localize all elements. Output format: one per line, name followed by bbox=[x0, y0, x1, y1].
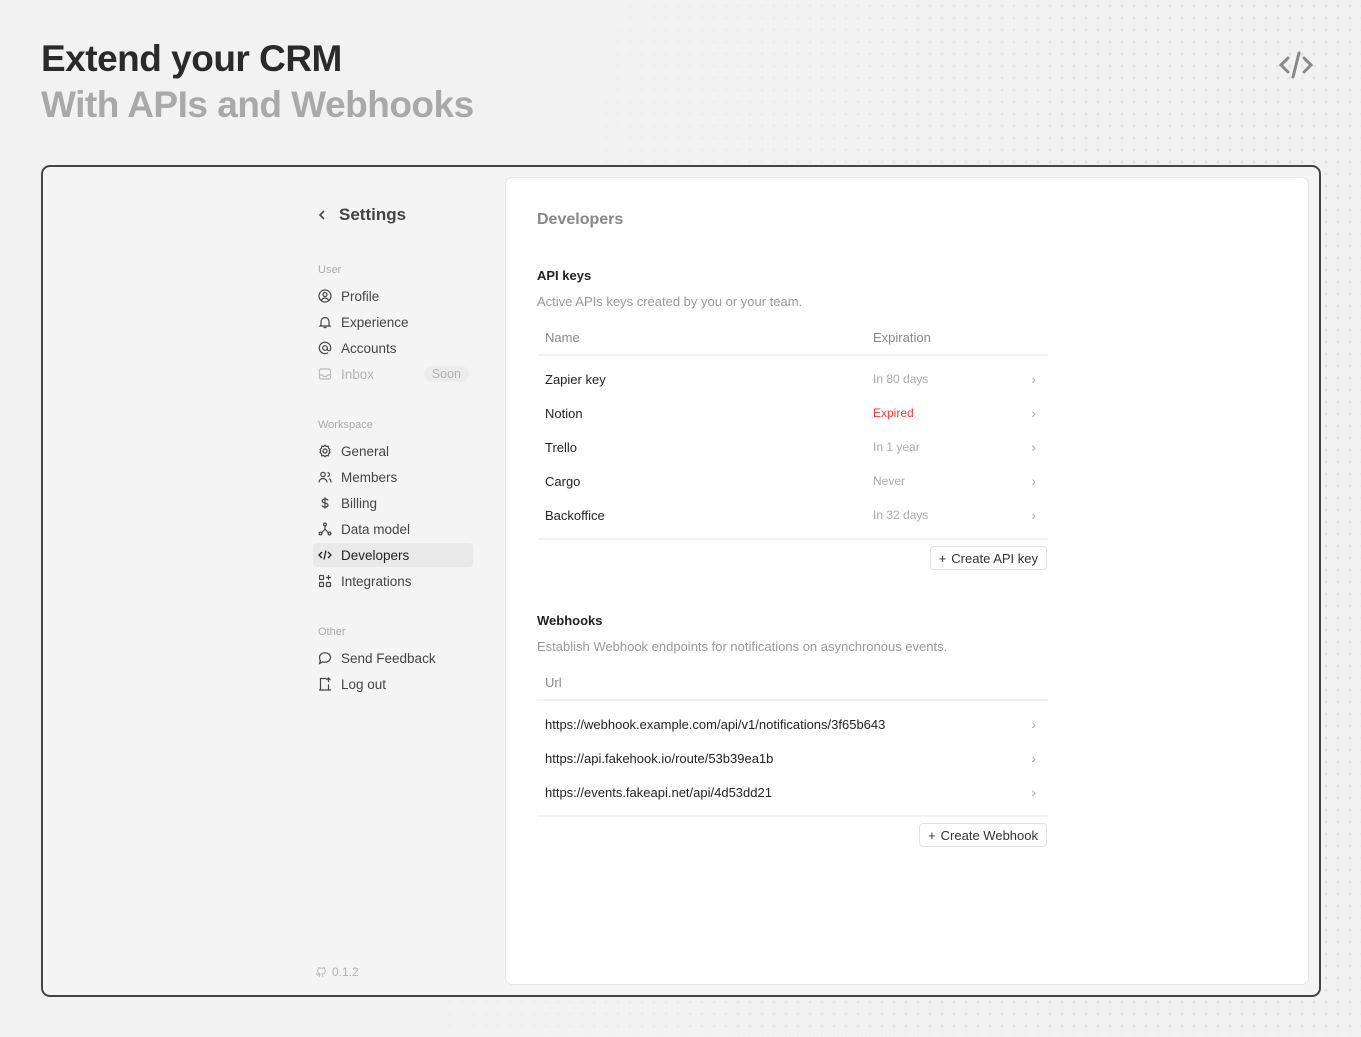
chevron-left-icon bbox=[318, 210, 325, 220]
sidebar-item-inbox: Inbox Soon bbox=[313, 362, 473, 386]
dollar-icon bbox=[321, 497, 329, 509]
github-icon bbox=[315, 967, 326, 978]
sidebar-item-general[interactable]: General bbox=[313, 439, 473, 463]
sidebar-item-label: Send Feedback bbox=[341, 650, 436, 666]
api-key-expiration: Never bbox=[873, 474, 906, 488]
webhook-url: https://webhook.example.com/api/v1/notif… bbox=[545, 716, 886, 732]
hierarchy-icon bbox=[318, 522, 332, 536]
column-header-url: Url bbox=[545, 674, 562, 690]
gear-icon bbox=[319, 444, 331, 458]
chevron-right-icon: › bbox=[1031, 716, 1036, 732]
section-label-user: User bbox=[318, 264, 342, 276]
chevron-right-icon: › bbox=[1031, 750, 1036, 766]
sidebar-item-label: Accounts bbox=[341, 340, 397, 356]
api-key-name: Zapier key bbox=[545, 371, 606, 387]
sidebar-item-label: General bbox=[341, 443, 390, 459]
table-header: Name Expiration bbox=[537, 320, 1048, 356]
api-key-expiration: Expired bbox=[873, 406, 914, 420]
table-row[interactable]: Backoffice In 32 days › bbox=[537, 498, 1048, 532]
api-key-name: Trello bbox=[545, 439, 578, 455]
version-info: 0.1.2 bbox=[315, 965, 359, 979]
sidebar-item-label: Developers bbox=[341, 547, 410, 563]
section-label-other: Other bbox=[318, 626, 346, 638]
sidebar-item-experience[interactable]: Experience bbox=[313, 310, 473, 334]
sidebar-item-label: Log out bbox=[341, 676, 387, 692]
sidebar-item-members[interactable]: Members bbox=[313, 465, 473, 489]
logout-icon bbox=[319, 677, 331, 691]
column-header-expiration: Expiration bbox=[873, 329, 931, 345]
api-key-name: Backoffice bbox=[545, 507, 605, 523]
sidebar-item-send-feedback[interactable]: Send Feedback bbox=[313, 646, 473, 670]
table-row[interactable]: https://events.fakeapi.net/api/4d53dd21 › bbox=[537, 775, 1048, 809]
create-api-key-button[interactable]: + Create API key bbox=[929, 546, 1047, 570]
chevron-right-icon: › bbox=[1031, 784, 1036, 800]
chevron-right-icon: › bbox=[1031, 405, 1036, 421]
api-key-name: Cargo bbox=[545, 473, 581, 489]
webhooks-description: Establish Webhook endpoints for notifica… bbox=[537, 639, 948, 654]
sidebar-item-accounts[interactable]: Accounts bbox=[313, 336, 473, 360]
settings-title: Settings bbox=[339, 205, 407, 224]
bell-icon bbox=[318, 316, 332, 329]
apps-icon bbox=[318, 574, 332, 588]
chevron-right-icon: › bbox=[1031, 473, 1036, 489]
sidebar-item-billing[interactable]: Billing bbox=[313, 491, 473, 515]
hero-subtitle: With APIs and Webhooks bbox=[41, 84, 474, 125]
plus-icon: + bbox=[928, 827, 936, 843]
version-label: 0.1.2 bbox=[332, 965, 359, 979]
column-header-name: Name bbox=[545, 329, 580, 345]
inbox-icon bbox=[318, 368, 332, 380]
create-api-key-label: Create API key bbox=[951, 550, 1038, 566]
api-keys-table: Name Expiration Zapier key In 80 days › Not… bbox=[537, 320, 1048, 540]
code-icon bbox=[1279, 51, 1313, 79]
api-keys-title: API keys bbox=[537, 268, 592, 283]
table-row[interactable]: Notion Expired › bbox=[537, 396, 1048, 430]
sidebar-item-integrations[interactable]: Integrations bbox=[313, 569, 473, 593]
sidebar-item-label: Profile bbox=[341, 288, 380, 304]
code-icon bbox=[318, 550, 332, 560]
create-webhook-button[interactable]: + Create Webhook bbox=[919, 823, 1047, 847]
plus-icon: + bbox=[938, 550, 947, 566]
developers-panel: Developers API keys Active APIs keys cre… bbox=[505, 177, 1309, 985]
webhook-url: https://api.fakehook.io/route/53b39ea1b bbox=[545, 750, 774, 766]
chevron-right-icon: › bbox=[1031, 439, 1036, 455]
table-row[interactable]: Cargo Never › bbox=[537, 464, 1048, 498]
hero-title: Extend your CRM bbox=[41, 38, 342, 79]
sidebar-item-data-model[interactable]: Data model bbox=[313, 517, 473, 541]
sidebar-item-profile[interactable]: Profile bbox=[313, 284, 473, 308]
sidebar-item-label: Data model bbox=[341, 521, 411, 537]
chevron-right-icon: › bbox=[1031, 371, 1036, 387]
table-header: Url bbox=[537, 665, 1048, 701]
create-webhook-label: Create Webhook bbox=[940, 827, 1038, 843]
at-icon bbox=[318, 341, 332, 355]
app-window: Settings User Profile Experience Account… bbox=[41, 165, 1321, 997]
settings-sidebar: Settings User Profile Experience Account… bbox=[313, 167, 513, 995]
table-row[interactable]: https://webhook.example.com/api/v1/notif… bbox=[537, 707, 1048, 741]
table-row[interactable]: Trello In 1 year › bbox=[537, 430, 1048, 464]
users-icon bbox=[318, 471, 332, 483]
user-circle-icon bbox=[318, 289, 332, 303]
api-key-expiration: In 1 year bbox=[873, 440, 920, 454]
sidebar-item-label: Integrations bbox=[341, 573, 412, 589]
api-key-expiration: In 80 days bbox=[873, 372, 929, 386]
message-icon bbox=[318, 652, 332, 665]
page-title: Developers bbox=[537, 211, 624, 228]
section-label-workspace: Workspace bbox=[318, 419, 373, 431]
settings-back-button[interactable]: Settings bbox=[317, 205, 406, 225]
sidebar-item-log-out[interactable]: Log out bbox=[313, 672, 473, 696]
soon-badge: Soon bbox=[423, 366, 469, 382]
api-keys-description: Active APIs keys created by you or your … bbox=[537, 294, 803, 309]
table-row[interactable]: https://api.fakehook.io/route/53b39ea1b › bbox=[537, 741, 1048, 775]
table-row[interactable]: Zapier key In 80 days › bbox=[537, 362, 1048, 396]
api-key-expiration: In 32 days bbox=[873, 508, 929, 522]
sidebar-item-developers[interactable]: Developers bbox=[313, 543, 473, 567]
chevron-right-icon: › bbox=[1031, 507, 1036, 523]
sidebar-item-label: Experience bbox=[341, 314, 409, 330]
sidebar-item-label: Inbox bbox=[341, 366, 375, 382]
webhooks-table: Url https://webhook.example.com/api/v1/n… bbox=[537, 665, 1048, 817]
webhook-url: https://events.fakeapi.net/api/4d53dd21 bbox=[545, 784, 772, 800]
sidebar-item-label: Members bbox=[341, 469, 398, 485]
sidebar-item-label: Billing bbox=[341, 495, 378, 511]
webhooks-title: Webhooks bbox=[537, 613, 603, 628]
api-key-name: Notion bbox=[545, 405, 583, 421]
